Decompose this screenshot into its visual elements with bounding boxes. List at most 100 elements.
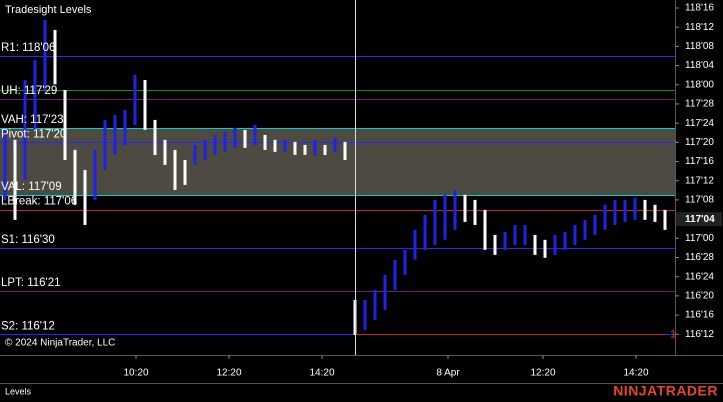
price-bar xyxy=(273,139,277,152)
y-tick-label: 116'20 xyxy=(685,291,714,302)
price-bar xyxy=(343,141,347,160)
price-bar xyxy=(393,259,397,290)
y-tick-label: 117'20 xyxy=(685,137,714,148)
price-bar xyxy=(313,139,317,156)
price-bar xyxy=(173,149,177,190)
y-tick-label: 117'16 xyxy=(685,156,714,167)
price-bar xyxy=(153,119,157,155)
y-tick-label: 117'08 xyxy=(685,195,714,206)
level-label: VAH: 117'23 xyxy=(1,114,64,126)
price-bar xyxy=(583,219,587,240)
price-bar xyxy=(183,159,187,185)
copyright: © 2024 NinjaTrader, LLC xyxy=(5,338,115,349)
y-tick-label: 118'04 xyxy=(685,60,714,71)
price-bar xyxy=(563,231,567,250)
price-bar xyxy=(643,199,647,220)
price-bar xyxy=(293,141,297,155)
price-bar xyxy=(23,79,27,180)
price-bar xyxy=(403,249,407,275)
price-bar xyxy=(413,229,417,260)
price-bar xyxy=(263,134,267,150)
x-tick-label: 14:20 xyxy=(309,368,334,379)
y-tick-label: 118'08 xyxy=(685,41,714,52)
value-area xyxy=(0,127,675,196)
price-bar xyxy=(73,149,77,205)
y-tick-label: 116'12 xyxy=(685,329,714,340)
price-bar xyxy=(243,129,247,148)
y-tick-label: 117'12 xyxy=(685,175,714,186)
price-bar xyxy=(13,139,17,220)
price-bar xyxy=(383,274,387,310)
y-tick-label: 116'24 xyxy=(685,271,714,282)
x-tick-label: 12:20 xyxy=(216,368,241,379)
logo: NINJATRADER xyxy=(613,383,718,399)
price-bar xyxy=(103,119,107,170)
price-bar xyxy=(443,194,447,240)
price-bar xyxy=(163,139,167,165)
price-bar xyxy=(493,234,497,255)
price-bar xyxy=(613,199,617,225)
price-bar xyxy=(3,129,7,200)
y-tick-label: 116'28 xyxy=(685,252,714,263)
chart-title: Tradesight Levels xyxy=(5,4,92,16)
price-bar xyxy=(623,199,627,222)
last-price-label: 117'04 xyxy=(685,214,715,225)
price-bar xyxy=(533,234,537,255)
price-bar xyxy=(513,224,517,245)
price-bar xyxy=(633,197,637,220)
level-label: R1: 118'06 xyxy=(1,42,55,54)
price-bar xyxy=(53,29,57,85)
y-tick-label: 117'24 xyxy=(685,118,714,129)
price-bar xyxy=(483,209,487,250)
price-bar xyxy=(593,214,597,235)
plot-area xyxy=(0,19,675,335)
price-bar xyxy=(93,149,97,200)
price-bar xyxy=(663,209,667,230)
price-bar xyxy=(463,194,467,222)
price-bar xyxy=(253,124,257,145)
price-bar xyxy=(193,144,197,165)
level-label: LPT: 116'21 xyxy=(1,277,61,289)
level-label: Pivot: 117'20 xyxy=(1,128,66,140)
level-label: UH: 117'29 xyxy=(1,85,57,97)
price-bar xyxy=(363,299,367,330)
price-bar xyxy=(423,214,427,250)
price-bar xyxy=(63,89,67,160)
price-bar xyxy=(323,144,327,155)
price-bar xyxy=(473,199,477,225)
price-bar xyxy=(573,224,577,245)
price-bar xyxy=(523,224,527,245)
price-bar xyxy=(213,134,217,155)
price-bar xyxy=(133,74,137,125)
price-bar xyxy=(83,169,87,225)
price-bar xyxy=(43,19,47,90)
y-tick-label: 117'28 xyxy=(685,99,714,110)
x-tick-label: 8 Apr xyxy=(436,368,460,379)
price-bar xyxy=(283,139,287,152)
price-bar xyxy=(373,289,377,320)
last-price-box xyxy=(676,212,722,227)
level-label: LBreak: 117'06 xyxy=(1,196,77,208)
price-bar xyxy=(543,239,547,258)
panel-label: Levels xyxy=(5,386,32,396)
price-bar xyxy=(123,109,127,145)
price-bar xyxy=(433,199,437,245)
y-tick-label: 118'16 xyxy=(685,3,714,14)
price-bar xyxy=(33,60,37,130)
y-tick-label: 116'16 xyxy=(685,310,714,321)
level-label: S1: 116'30 xyxy=(1,234,55,246)
price-bar xyxy=(303,144,307,155)
level-label: VAL: 117'09 xyxy=(1,181,62,193)
y-tick-label: 117'00 xyxy=(685,233,714,244)
price-bar xyxy=(453,189,457,230)
price-bar xyxy=(503,231,507,250)
price-bar xyxy=(603,204,607,230)
price-bar xyxy=(223,131,227,152)
price-bar xyxy=(113,115,117,155)
price-bar xyxy=(653,204,657,222)
price-bar xyxy=(333,137,337,152)
marker-label: 1 xyxy=(670,328,676,340)
y-tick-label: 118'00 xyxy=(685,79,714,90)
price-bar xyxy=(233,127,237,148)
